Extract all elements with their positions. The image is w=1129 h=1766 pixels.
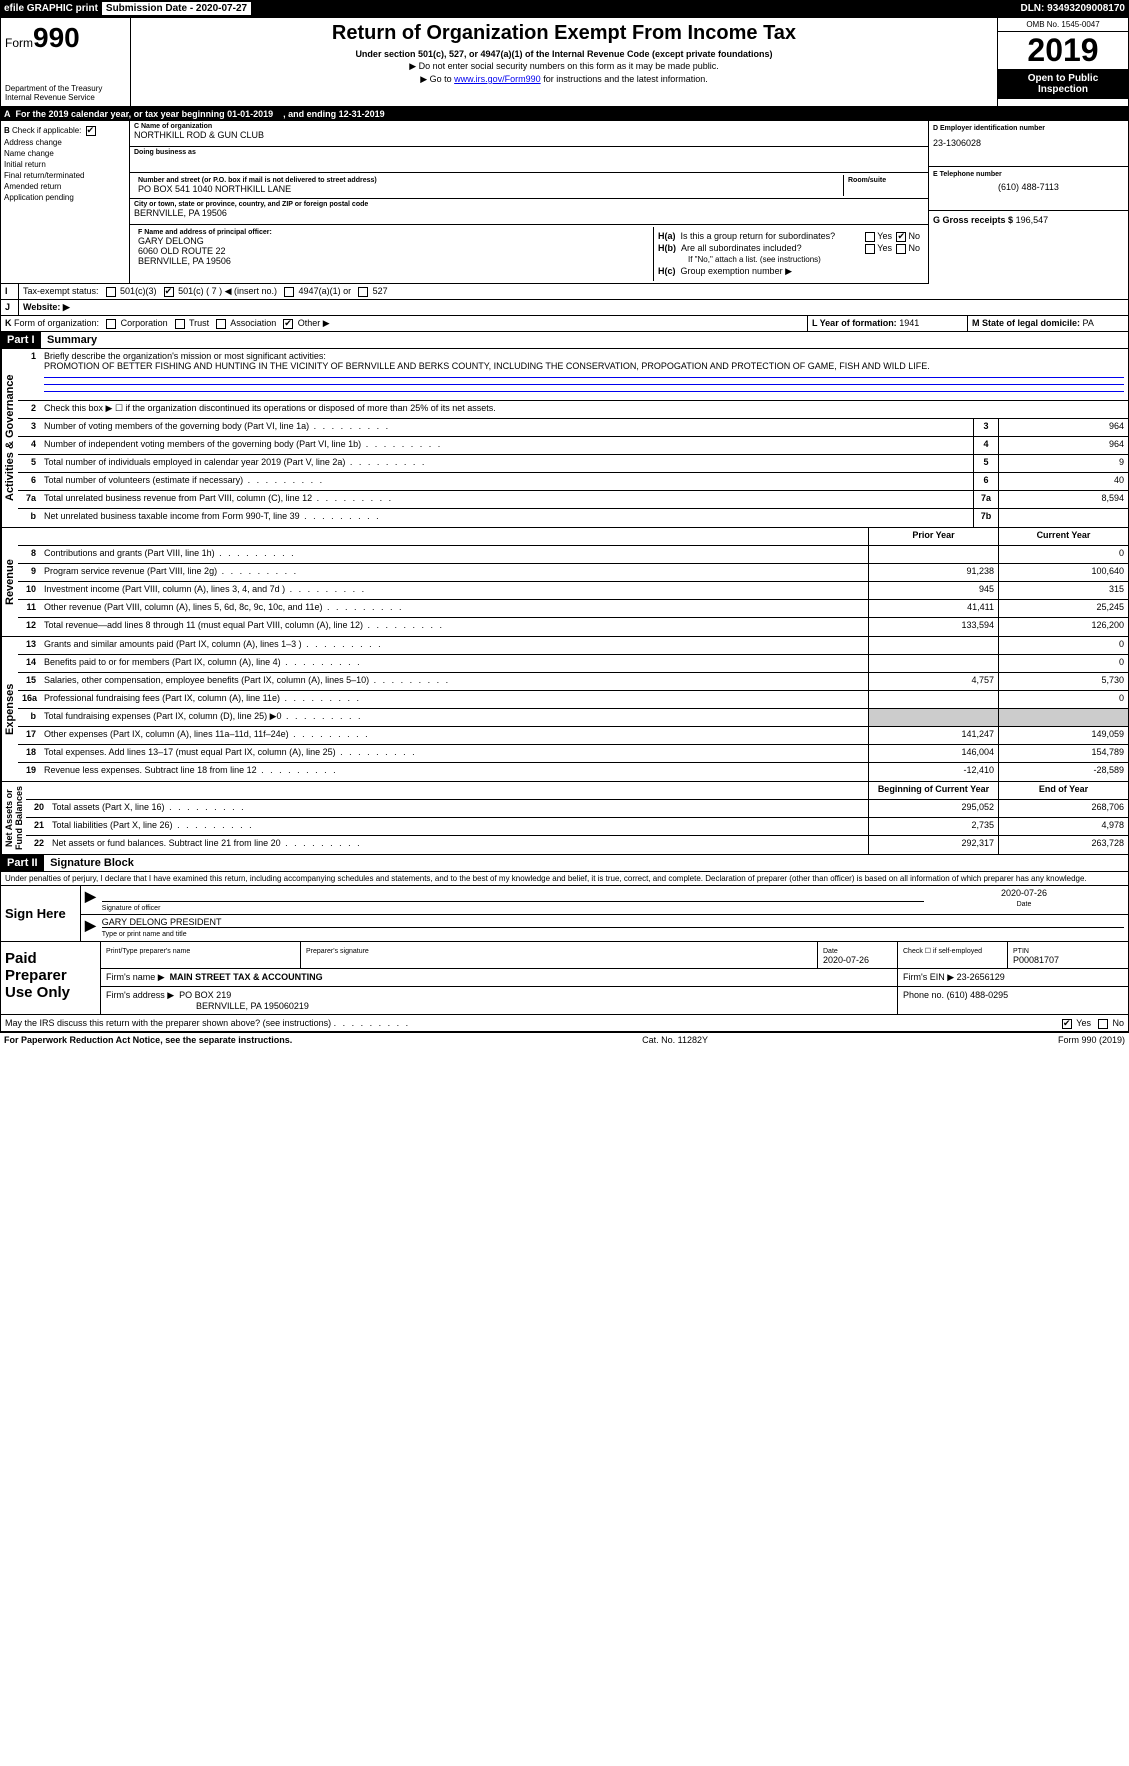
open-to-public: Open to Public Inspection <box>998 69 1128 99</box>
row-i: I Tax-exempt status: 501(c)(3) 501(c) ( … <box>0 284 1129 300</box>
declaration: Under penalties of perjury, I declare th… <box>0 872 1129 886</box>
ein-label: D Employer identification number <box>933 125 1124 132</box>
room-label: Room/suite <box>848 177 920 184</box>
name-label: C Name of organization <box>134 123 924 130</box>
subtitle-1: Under section 501(c), 527, or 4947(a)(1)… <box>135 49 993 59</box>
top-bar: efile GRAPHIC print Submission Date - 20… <box>0 0 1129 17</box>
row-k: K Form of organization: Corporation Trus… <box>0 316 1129 332</box>
signer-name: GARY DELONG PRESIDENT <box>102 917 222 927</box>
submission-date: Submission Date - 2020-07-27 <box>102 2 251 15</box>
page-footer: For Paperwork Reduction Act Notice, see … <box>0 1032 1129 1047</box>
expenses-label: Expenses <box>1 637 18 781</box>
officer-label: F Name and address of principal officer: <box>138 229 649 236</box>
header-block: B Check if applicable: Address change Na… <box>0 121 1129 284</box>
efile-label: efile GRAPHIC print <box>4 3 98 14</box>
subtitle-2: ▶ Do not enter social security numbers o… <box>135 61 993 72</box>
discuss-row: May the IRS discuss this return with the… <box>0 1015 1129 1032</box>
officer-name: GARY DELONG <box>138 236 649 246</box>
net-section: Net Assets or Fund Balances Beginning of… <box>0 782 1129 855</box>
paid-preparer-block: Paid Preparer Use Only Print/Type prepar… <box>0 942 1129 1015</box>
paid-label: Paid Preparer Use Only <box>1 942 101 1014</box>
expenses-section: Expenses 13Grants and similar amounts pa… <box>0 637 1129 782</box>
sign-block: Sign Here ▶Signature of officer2020-07-2… <box>0 886 1129 942</box>
street-value: PO BOX 541 1040 NORTHKILL LANE <box>138 184 839 194</box>
section-b: B Check if applicable: Address change Na… <box>0 121 130 284</box>
form-title: Return of Organization Exempt From Incom… <box>135 22 993 45</box>
part1-header: Part I <box>1 332 41 348</box>
section-a: A For the 2019 calendar year, or tax yea… <box>0 107 1129 121</box>
form-header: Form990 Department of the Treasury Inter… <box>0 17 1129 107</box>
dln: DLN: 93493209008170 <box>1020 3 1125 14</box>
omb-number: OMB No. 1545-0047 <box>998 18 1128 32</box>
part1-title: Summary <box>43 332 101 348</box>
net-label: Net Assets or Fund Balances <box>1 782 26 854</box>
org-name: NORTHKILL ROD & GUN CLUB <box>134 130 924 140</box>
city-value: BERNVILLE, PA 19506 <box>134 208 924 218</box>
revenue-section: Revenue Prior YearCurrent Year 8Contribu… <box>0 528 1129 637</box>
row-j: J Website: ▶ <box>0 300 1129 316</box>
sign-here-label: Sign Here <box>1 886 81 941</box>
activities-section: Activities & Governance 1Briefly describ… <box>0 349 1129 528</box>
gross-label: G Gross receipts $ <box>933 215 1013 225</box>
irs-link[interactable]: www.irs.gov/Form990 <box>454 74 541 84</box>
subtitle-3: ▶ Go to www.irs.gov/Form990 for instruct… <box>135 74 993 85</box>
revenue-label: Revenue <box>1 528 18 636</box>
officer-addr1: 6060 OLD ROUTE 22 <box>138 246 649 256</box>
activities-label: Activities & Governance <box>1 349 18 527</box>
ein-value: 23-1306028 <box>933 138 1124 148</box>
dba-label: Doing business as <box>134 149 924 156</box>
gross-value: 196,547 <box>1016 215 1049 225</box>
check-icon <box>86 126 96 136</box>
tax-year: 2019 <box>998 32 1128 69</box>
part2-header: Part II <box>1 855 44 871</box>
phone-value: (610) 488-7113 <box>933 182 1124 192</box>
part2-title: Signature Block <box>46 855 138 871</box>
street-label: Number and street (or P.O. box if mail i… <box>138 177 839 184</box>
form-number: Form990 <box>5 22 126 54</box>
city-label: City or town, state or province, country… <box>134 201 924 208</box>
dept-label: Department of the Treasury Internal Reve… <box>5 84 126 102</box>
mission-text: PROMOTION OF BETTER FISHING AND HUNTING … <box>44 361 930 371</box>
phone-label: E Telephone number <box>933 171 1124 178</box>
officer-addr2: BERNVILLE, PA 19506 <box>138 256 649 266</box>
